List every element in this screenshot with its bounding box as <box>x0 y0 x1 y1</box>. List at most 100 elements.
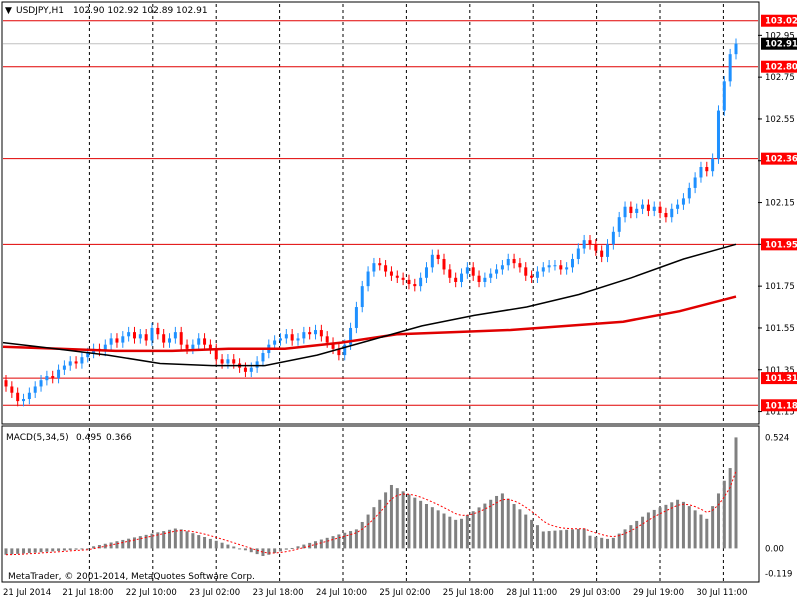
macd-bar <box>132 537 136 549</box>
level-price-tag: 101.18 <box>765 401 798 411</box>
macd-bar <box>121 539 125 549</box>
macd-histogram <box>4 437 738 557</box>
moving-average-red <box>2 295 737 353</box>
time-axis: 21 Jul 2014 21 Jul 18:00 22 Jul 10:00 23 Ju… <box>3 588 747 598</box>
candle-body <box>442 258 446 270</box>
candle-body <box>162 334 166 343</box>
macd-bar <box>699 514 703 549</box>
macd-bar <box>652 509 656 549</box>
candle-body <box>646 204 650 211</box>
candle-body <box>623 206 627 218</box>
macd-bar <box>378 499 382 549</box>
macd-bar <box>495 495 499 549</box>
macd-bar <box>530 519 534 549</box>
candle-body <box>214 348 218 360</box>
candle-body <box>489 273 493 278</box>
candle-body <box>407 279 411 285</box>
time-tick-label: 29 Jul 03:00 <box>570 588 621 598</box>
candle-body <box>424 267 428 278</box>
candle-body <box>284 334 288 339</box>
candles <box>4 38 738 407</box>
candle-body <box>319 330 323 337</box>
macd-bar <box>179 529 183 549</box>
level-price-tag: 103.02 <box>765 17 798 27</box>
vertical-grid <box>88 4 724 581</box>
macd-bar <box>547 531 551 549</box>
candle-body <box>349 327 353 345</box>
candle-body <box>535 271 539 278</box>
level-price-tag: 102.36 <box>765 155 798 165</box>
macd-bar <box>711 506 715 549</box>
macd-bar <box>354 529 358 549</box>
price-tags: 103.02 102.80 102.36 101.95 101.31 101.18 102.… <box>761 14 798 412</box>
candle-body <box>565 267 569 270</box>
macd-bar <box>267 548 271 555</box>
macd-name: MACD(5,34,5) <box>6 433 69 443</box>
candle-body <box>314 330 318 335</box>
macd-bar <box>646 512 650 549</box>
macd-bar <box>430 507 434 549</box>
time-tick-label: 25 Jul 18:00 <box>443 588 494 598</box>
candle-body <box>553 265 557 267</box>
candle-body <box>86 353 90 358</box>
level-price-tag-bg <box>761 152 797 165</box>
macd-bar <box>448 516 452 549</box>
macd-bar <box>635 520 639 549</box>
candle-body <box>681 198 685 205</box>
macd-bar <box>4 548 8 555</box>
price-tick-label: 102.95 <box>765 31 795 41</box>
candle-body <box>372 263 376 272</box>
candle-body <box>366 271 370 287</box>
candle-body <box>611 231 615 245</box>
macd-bar <box>676 499 680 549</box>
macd-bar <box>86 548 90 550</box>
candle-body <box>378 263 382 266</box>
candle-body <box>325 336 329 343</box>
time-tick-label: 29 Jul 19:00 <box>633 588 684 598</box>
candle-body <box>185 344 189 349</box>
macd-bar <box>407 494 411 549</box>
candle-body <box>337 348 341 356</box>
macd-bar <box>565 529 569 549</box>
candle-body <box>296 338 300 341</box>
candle-body <box>62 365 66 370</box>
time-tick-label: 30 Jul 11:00 <box>696 588 747 598</box>
macd-bar <box>191 533 195 549</box>
macd-bar <box>553 530 557 549</box>
macd-bar <box>343 532 347 549</box>
candle-body <box>658 206 662 213</box>
macd-bar <box>436 510 440 549</box>
candle-body <box>173 332 177 339</box>
candle-body <box>232 359 236 364</box>
level-price-tag: 101.31 <box>765 374 798 384</box>
macd-bar <box>588 535 592 549</box>
time-tick-label: 22 Jul 10:00 <box>126 588 177 598</box>
candle-body <box>570 258 574 268</box>
candle-body <box>629 206 633 213</box>
macd-panel-frame <box>1 425 760 583</box>
macd-bar <box>284 548 288 550</box>
macd-bar <box>115 541 119 549</box>
macd-bar <box>582 528 586 549</box>
moving-averages <box>2 243 737 367</box>
macd-bar <box>273 548 277 554</box>
time-tick-label: 28 Jul 11:00 <box>506 588 557 598</box>
macd-bar <box>97 545 101 549</box>
candle-body <box>384 265 388 272</box>
candle-body <box>401 277 405 280</box>
candle-body <box>600 250 604 257</box>
candle-body <box>115 338 119 343</box>
chart-menu-icon[interactable]: ▼ <box>5 6 12 16</box>
candle-body <box>576 248 580 259</box>
macd-signal-line <box>5 470 737 556</box>
macd-bar <box>144 534 148 549</box>
macd-bar <box>728 468 732 549</box>
macd-main-value: 0.495 <box>76 433 102 443</box>
level-price-tag-bg <box>761 14 797 27</box>
macd-bar <box>559 530 563 549</box>
macd-bar <box>419 500 423 549</box>
macd-bar <box>57 548 61 551</box>
candle-body <box>109 338 113 345</box>
